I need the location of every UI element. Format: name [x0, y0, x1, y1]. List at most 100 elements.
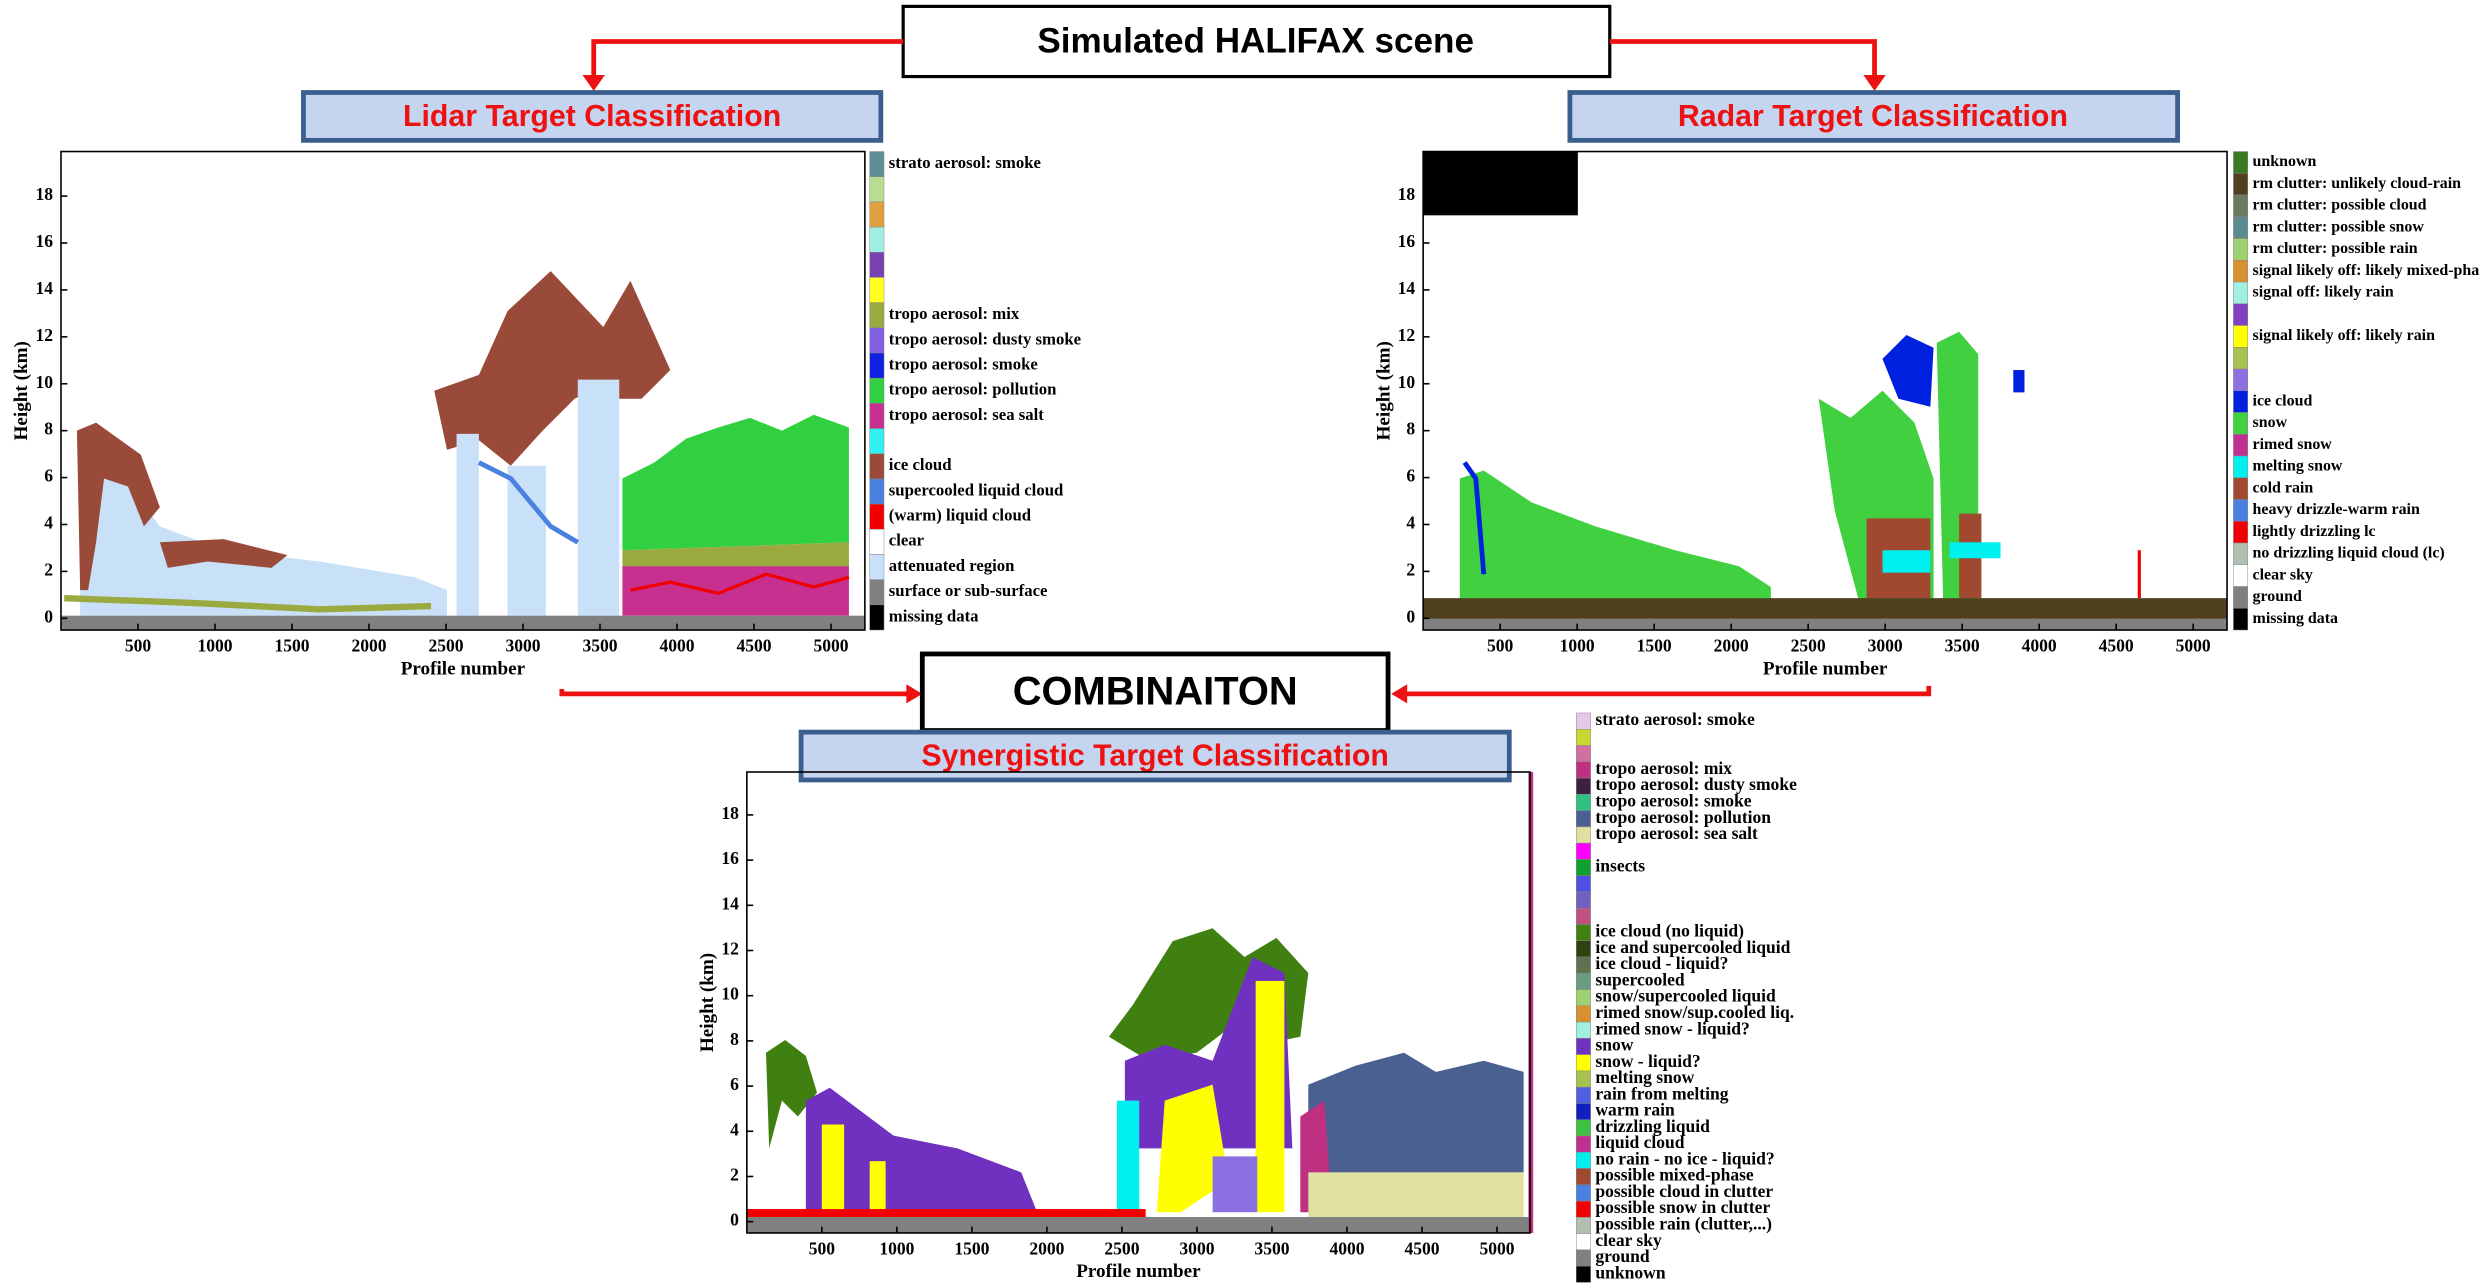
legend-swatch — [1576, 892, 1590, 908]
legend-swatch — [870, 277, 884, 302]
y-tick-label: 0 — [730, 1210, 739, 1230]
surface-area — [61, 616, 865, 630]
x-axis-label: Profile number — [1763, 658, 1888, 679]
x-tick-label: 5000 — [2176, 636, 2211, 656]
y-tick-label: 2 — [1406, 559, 1415, 579]
x-tick-label: 5000 — [813, 636, 848, 656]
x-tick-label: 500 — [1487, 636, 1514, 656]
legend-swatch — [1576, 746, 1590, 762]
arrow-combine-right — [1404, 686, 1929, 694]
legend-label: tropo aerosol: dusty smoke — [889, 329, 1081, 348]
legend-swatch — [870, 303, 884, 328]
legend-swatch — [1576, 811, 1590, 827]
legend-swatch — [870, 580, 884, 605]
missing-area — [1423, 152, 1578, 216]
y-tick-label: 18 — [1398, 184, 1416, 204]
legend-swatch — [1576, 729, 1590, 745]
y-tick-label: 6 — [1406, 466, 1415, 486]
legend-swatch — [1576, 1006, 1590, 1022]
snow-area — [1460, 471, 1771, 600]
legend-label: tropo aerosol: mix — [889, 304, 1020, 323]
panel-title: Radar Target Classification — [1678, 100, 2068, 133]
legend-swatch — [2233, 152, 2247, 174]
x-tick-label: 4500 — [2099, 636, 2134, 656]
x-tick-label: 2500 — [1104, 1239, 1139, 1259]
x-tick-label: 1000 — [197, 636, 232, 656]
legend-swatch — [2233, 282, 2247, 304]
legend-label: heavy drizzle-warm rain — [2253, 501, 2420, 518]
x-tick-label: 2000 — [351, 636, 386, 656]
y-tick-label: 10 — [35, 372, 53, 392]
legend-swatch — [2233, 608, 2247, 630]
arrow-left — [594, 41, 903, 79]
y-tick-label: 14 — [1398, 278, 1416, 298]
legend-swatch — [2233, 543, 2247, 565]
legend-swatch — [870, 227, 884, 252]
y-tick-label: 16 — [35, 231, 53, 251]
sea-salt-area — [1308, 1172, 1523, 1217]
figure: Simulated HALIFAX scene COMBINAITON Lida… — [0, 0, 2489, 1284]
x-tick-label: 2000 — [1029, 1239, 1064, 1259]
y-tick-label: 2 — [730, 1164, 739, 1184]
legend-swatch — [1576, 908, 1590, 924]
x-tick-label: 5000 — [1479, 1239, 1514, 1259]
ground-area — [1423, 619, 2227, 630]
legend-swatch — [2233, 413, 2247, 435]
y-tick-label: 8 — [44, 419, 53, 439]
legend-label: tropo aerosol: sea salt — [1595, 823, 1758, 843]
legend-swatch — [1576, 1152, 1590, 1168]
y-axis-label: Height (km) — [11, 341, 32, 440]
y-tick-label: 4 — [44, 513, 53, 533]
y-tick-label: 12 — [721, 939, 739, 959]
legend-swatch — [2233, 478, 2247, 500]
legend-swatch — [2233, 195, 2247, 217]
legend-swatch — [2233, 239, 2247, 261]
y-tick-label: 8 — [730, 1029, 739, 1049]
y-tick-label: 2 — [44, 559, 53, 579]
legend-label: unknown — [2253, 153, 2317, 170]
legend-swatch — [870, 328, 884, 353]
legend-swatch — [870, 177, 884, 202]
melting-snow-area — [1883, 550, 1931, 572]
legend-swatch — [1576, 1217, 1590, 1233]
legend-label: tropo aerosol: pollution — [889, 380, 1057, 399]
legend-label: attenuated region — [889, 556, 1015, 575]
arrow-right — [1610, 41, 1875, 79]
legend-swatch — [2233, 456, 2247, 478]
y-tick-label: 16 — [721, 848, 739, 868]
legend-swatch — [1576, 794, 1590, 810]
legend-label: insects — [1595, 856, 1645, 876]
y-tick-label: 12 — [1398, 325, 1416, 345]
x-tick-label: 3000 — [1179, 1239, 1214, 1259]
melting-snow-area — [1950, 542, 2001, 558]
ice-cloud-area — [2013, 370, 2024, 392]
legend-swatch — [1576, 1185, 1590, 1201]
legend-label: rimed snow — [2253, 436, 2333, 453]
no-rain-area — [1117, 1101, 1139, 1213]
legend-label: missing data — [889, 606, 979, 625]
y-tick-label: 0 — [1406, 606, 1415, 626]
x-tick-label: 4500 — [736, 636, 771, 656]
y-tick-label: 14 — [35, 278, 53, 298]
legend-swatch — [1576, 1201, 1590, 1217]
legend-swatch — [1576, 1087, 1590, 1103]
x-tick-label: 3000 — [505, 636, 540, 656]
legend-label: supercooled liquid cloud — [889, 480, 1064, 499]
legend-label: snow — [2253, 414, 2288, 431]
legend-label: tropo aerosol: smoke — [889, 354, 1038, 373]
legend-swatch — [2233, 521, 2247, 543]
y-tick-label: 12 — [35, 325, 53, 345]
legend-swatch — [870, 152, 884, 177]
radar-field — [1423, 152, 2227, 631]
legend-swatch — [2233, 500, 2247, 522]
legend-swatch — [2233, 391, 2247, 413]
legend-swatch — [1576, 713, 1590, 729]
legend-swatch — [1576, 843, 1590, 859]
legend-swatch — [1576, 1103, 1590, 1119]
y-tick-label: 0 — [44, 606, 53, 626]
legend-swatch — [2233, 434, 2247, 456]
legend-swatch — [870, 479, 884, 504]
legend-swatch — [870, 202, 884, 227]
y-axis-label: Height (km) — [697, 953, 718, 1052]
legend-label: tropo aerosol: sea salt — [889, 405, 1045, 424]
